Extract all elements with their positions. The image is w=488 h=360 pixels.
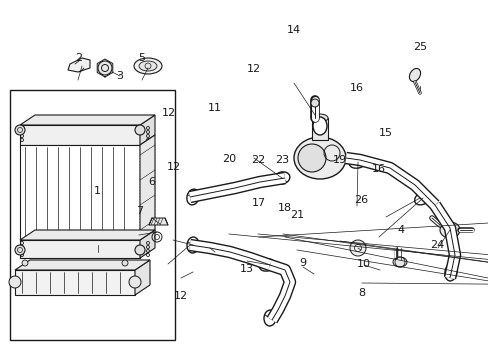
Text: 12: 12 (247, 64, 261, 74)
Text: 21: 21 (290, 210, 304, 220)
Ellipse shape (139, 61, 157, 71)
Text: 3: 3 (116, 71, 123, 81)
Text: 6: 6 (148, 177, 155, 187)
Text: 20: 20 (222, 154, 235, 164)
Circle shape (9, 276, 21, 288)
Ellipse shape (264, 310, 275, 326)
Polygon shape (15, 260, 150, 270)
Text: 25: 25 (413, 42, 427, 52)
Ellipse shape (311, 114, 327, 122)
Polygon shape (140, 115, 155, 145)
Circle shape (15, 245, 25, 255)
Text: 16: 16 (371, 164, 385, 174)
Text: 22: 22 (250, 155, 265, 165)
Polygon shape (15, 270, 135, 295)
Bar (20, 145, 140, 240)
Circle shape (22, 260, 28, 266)
Text: 11: 11 (208, 103, 222, 113)
Circle shape (98, 61, 112, 75)
Circle shape (122, 260, 128, 266)
Text: 5: 5 (138, 53, 145, 63)
Polygon shape (140, 230, 155, 258)
Ellipse shape (444, 263, 456, 281)
Text: 12: 12 (166, 162, 180, 172)
Circle shape (15, 125, 25, 135)
Ellipse shape (348, 156, 366, 168)
Text: 1: 1 (94, 186, 101, 196)
Bar (10, 90, 175, 340)
Polygon shape (135, 260, 150, 295)
Ellipse shape (259, 259, 274, 271)
Text: 24: 24 (429, 240, 444, 250)
Text: 4: 4 (397, 225, 404, 235)
Polygon shape (140, 135, 155, 240)
Polygon shape (149, 218, 168, 225)
Text: 8: 8 (358, 288, 365, 298)
Text: 17: 17 (252, 198, 265, 208)
Text: 2: 2 (75, 53, 81, 63)
Polygon shape (20, 230, 155, 240)
Text: 12: 12 (174, 291, 187, 301)
Text: 18: 18 (277, 203, 291, 213)
Text: 15: 15 (379, 128, 392, 138)
Text: 19: 19 (332, 155, 346, 165)
Circle shape (135, 245, 145, 255)
Ellipse shape (186, 189, 199, 205)
Text: 10: 10 (357, 258, 370, 269)
Ellipse shape (293, 137, 346, 179)
Text: 7: 7 (136, 206, 142, 216)
Polygon shape (20, 240, 140, 258)
Polygon shape (20, 115, 155, 125)
Text: 13: 13 (240, 264, 253, 274)
Text: 14: 14 (286, 24, 300, 35)
Ellipse shape (186, 237, 199, 253)
Text: 12: 12 (162, 108, 175, 118)
Bar (311, 118, 327, 140)
Circle shape (297, 144, 325, 172)
Ellipse shape (408, 68, 420, 82)
Circle shape (135, 125, 145, 135)
Ellipse shape (392, 257, 406, 267)
Ellipse shape (274, 172, 289, 184)
Text: 23: 23 (275, 155, 289, 165)
Text: 9: 9 (299, 258, 306, 268)
Polygon shape (68, 58, 90, 72)
Circle shape (129, 276, 141, 288)
Text: 26: 26 (353, 195, 367, 205)
Circle shape (310, 99, 318, 107)
Polygon shape (20, 125, 140, 145)
Ellipse shape (312, 117, 326, 135)
Ellipse shape (439, 222, 459, 238)
Text: 16: 16 (349, 83, 363, 93)
Circle shape (349, 240, 365, 256)
Ellipse shape (414, 191, 430, 205)
Ellipse shape (134, 58, 162, 74)
